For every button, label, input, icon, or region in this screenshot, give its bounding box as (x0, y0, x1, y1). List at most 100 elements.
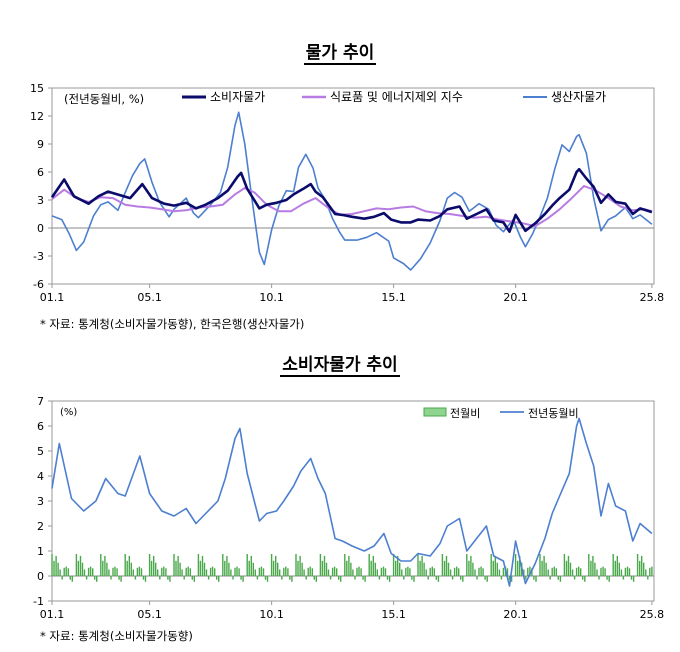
bar-mom (234, 567, 236, 577)
bar-mom (443, 560, 446, 576)
bar-mom (384, 568, 387, 577)
y-tick-label: 0 (37, 570, 44, 583)
bar-mom (529, 566, 531, 576)
bar-mom (336, 568, 338, 577)
bar-mom (201, 555, 204, 576)
x-tick-label: 05.1 (137, 291, 162, 304)
bar-mom (639, 560, 641, 576)
bar-mom (612, 554, 614, 576)
bar-mom (96, 576, 98, 582)
bar-mom (185, 567, 187, 577)
bar-mom (199, 560, 202, 576)
bar-mom (258, 567, 261, 577)
bar-mom (350, 562, 352, 576)
bar-mom (155, 562, 157, 576)
bar-mom (224, 560, 226, 576)
bar-mom (268, 575, 271, 576)
y-tick-label: 4 (37, 470, 44, 483)
bar-mom (329, 576, 332, 580)
bar-mom (447, 562, 450, 576)
bar-mom (523, 569, 525, 576)
bar-mom (409, 568, 411, 577)
bar-mom (262, 568, 265, 577)
bar-mom (478, 567, 480, 577)
source-note-1: * 자료: 통계청(소비자물가동향), 한국은행(생산자물가) (40, 317, 305, 331)
bar-mom (374, 562, 376, 576)
bar-mom (634, 575, 637, 576)
bar-mom (134, 576, 137, 580)
bar-mom (146, 575, 149, 576)
y-tick-label: 6 (37, 166, 44, 179)
bar-mom (380, 567, 383, 577)
bar-mom (423, 562, 425, 576)
bar-mom (476, 576, 478, 580)
x-tick-label: 10.1 (259, 291, 284, 304)
bar-mom (622, 576, 625, 580)
bar-mom (519, 555, 521, 576)
bar-mom (128, 555, 130, 576)
bar-mom (352, 569, 354, 576)
bar-mom (588, 554, 590, 576)
legend-label-line: 전년동월비 (528, 407, 579, 420)
bar-mom (207, 576, 210, 580)
bar-mom (315, 576, 317, 582)
x-tick-label: 05.1 (137, 608, 162, 621)
bar-mom (624, 567, 627, 577)
bar-mom (586, 575, 588, 576)
bar-mom (171, 575, 173, 576)
x-tick-label: 10.1 (259, 608, 284, 621)
bar-mom (173, 554, 175, 576)
bar-mom (153, 555, 155, 576)
y-tick-label: 7 (37, 395, 44, 408)
bar-mom (222, 554, 224, 576)
bar-mom (557, 576, 559, 580)
bar-mom (203, 562, 206, 576)
bar-mom (386, 576, 389, 580)
bar-mom (527, 567, 529, 577)
bar-mom (299, 555, 301, 576)
bar-mom (270, 554, 273, 576)
bar-mom (317, 575, 320, 576)
bar-mom (407, 566, 409, 576)
bar-mom (488, 575, 490, 576)
bar-mom (602, 566, 604, 576)
bar-mom (421, 555, 423, 576)
bar-mom (236, 566, 238, 576)
bar-mom (632, 576, 635, 582)
bar-mom (205, 569, 208, 576)
bar-mom (462, 576, 464, 582)
bar-mom (159, 576, 161, 580)
bar-mom (500, 576, 503, 580)
bar-mom (567, 555, 570, 576)
y-tick-label: 5 (37, 445, 44, 458)
bar-mom (216, 576, 218, 580)
bar-mom (370, 560, 372, 576)
bar-mom (486, 576, 488, 582)
bar-mom (112, 567, 114, 577)
bar-mom (458, 568, 460, 577)
bar-mom (242, 576, 244, 582)
source-note-2: * 자료: 통계청(소비자물가동향) (40, 629, 193, 643)
bar-mom (344, 554, 346, 576)
bar-mom (89, 566, 92, 576)
bar-mom (372, 555, 374, 576)
bar-mom (187, 566, 189, 576)
bar-mom (323, 555, 326, 576)
bar-mom (289, 576, 291, 580)
bar-mom (85, 576, 88, 580)
bar-mom (390, 575, 393, 576)
bar-mom (419, 560, 421, 576)
y-tick-label: 3 (37, 495, 44, 508)
bar-mom (287, 568, 289, 577)
bar-mom (124, 554, 126, 576)
bar-mom (321, 560, 324, 576)
bar-mom (327, 569, 330, 576)
bar-mom (75, 554, 78, 576)
bar-mom (283, 567, 285, 577)
series-line-3 (51, 111, 653, 271)
bar-mom (266, 576, 269, 582)
bar-mom (561, 575, 564, 576)
bar-mom (92, 568, 94, 577)
bar-mom (293, 575, 295, 576)
